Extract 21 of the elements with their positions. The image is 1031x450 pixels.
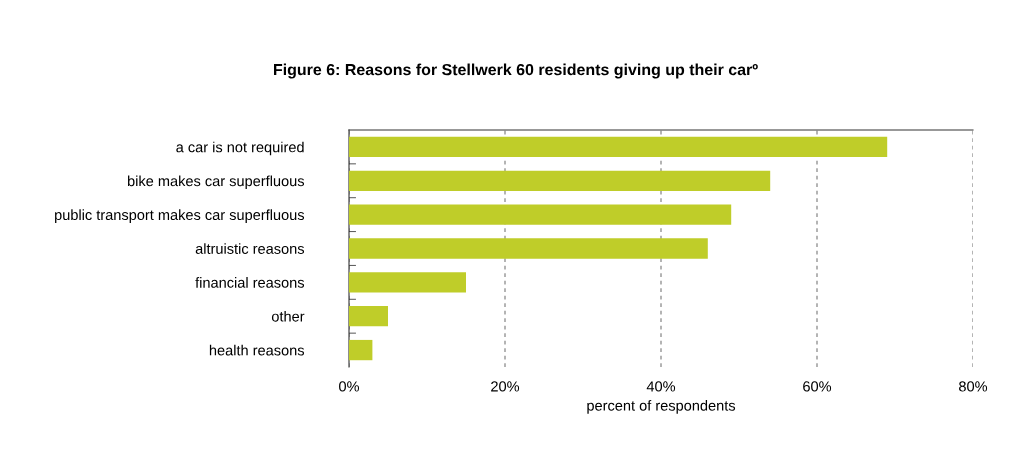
x-tick-label: 0% bbox=[339, 381, 360, 392]
chart-title: Figure 6: Reasons for Stellwerk 60 residents giving up their carº bbox=[274, 63, 758, 79]
x-tick-label: 60% bbox=[803, 381, 832, 392]
x-tick-label: 40% bbox=[646, 381, 676, 392]
y-tick-label: altruistic reasons bbox=[195, 243, 305, 254]
bar bbox=[349, 272, 466, 293]
y-tick-label: health reasons bbox=[209, 344, 305, 356]
bar bbox=[349, 204, 732, 225]
bar bbox=[349, 306, 388, 327]
y-tick-label: bike makes car superfluous bbox=[127, 175, 305, 190]
y-tick-label: other bbox=[271, 310, 305, 322]
y-tick-label: a car is not required bbox=[176, 141, 304, 156]
bar bbox=[349, 238, 708, 259]
y-tick-label: public transport makes car superfluous bbox=[55, 209, 305, 223]
y-tick-label: financial reasons bbox=[195, 277, 305, 288]
x-tick-label: 80% bbox=[959, 381, 988, 392]
bar bbox=[349, 339, 373, 361]
bar bbox=[349, 136, 888, 158]
bar bbox=[349, 170, 771, 191]
x-axis-title: percent of respondents bbox=[587, 400, 736, 414]
x-tick-label: 20% bbox=[491, 381, 520, 392]
